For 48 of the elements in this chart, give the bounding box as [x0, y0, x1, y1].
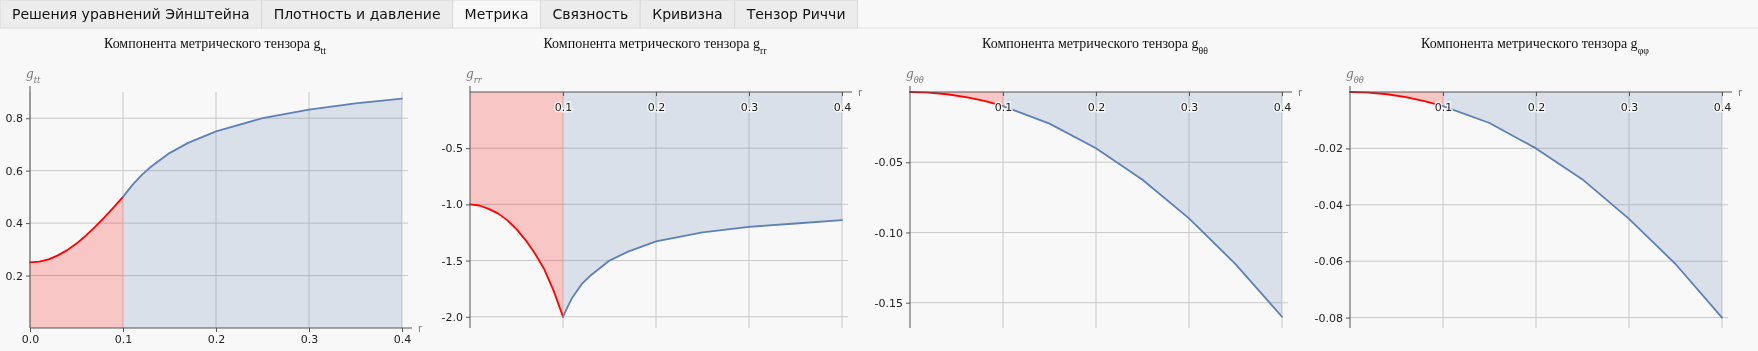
x-tick-label: 0.4	[1713, 101, 1732, 115]
x-axis-title: r	[1298, 87, 1303, 98]
x-tick-label: 0.3	[300, 332, 319, 346]
y-tick-label: -1.0	[441, 198, 463, 212]
y-tick-label: -2.0	[441, 310, 463, 324]
y-tick-label: -0.15	[874, 296, 903, 310]
text: Плотность и давление	[273, 6, 441, 22]
y-tick-label: -1.5	[441, 254, 463, 268]
y-tick-label: 0.2	[5, 269, 23, 283]
x-tick-label: 0.1	[114, 332, 133, 346]
text: Тензор Риччи	[745, 6, 846, 22]
y-tick-label: 0.6	[5, 164, 23, 178]
text: Решения уравнений Эйнштейна	[12, 6, 250, 22]
x-tick-label: 0.1	[554, 101, 573, 115]
x-tick-label: 0.3	[740, 101, 759, 115]
y-tick-label: -0.02	[1314, 142, 1343, 156]
y-axis-title: g$_{θθ}$	[906, 67, 924, 85]
x-tick-label: 0.3	[1180, 101, 1199, 115]
text: Метрика	[464, 6, 529, 22]
chart-title: Компонента метрического тензора g$_{rr}$	[543, 36, 768, 56]
x-tick-label: 0.2	[1087, 101, 1106, 115]
chart-title: Компонента метрического тензора g$_{θθ}$	[982, 36, 1209, 56]
y-axis-title: g$_{tt}$	[26, 67, 42, 85]
chart-title: Компонента метрического тензора g$_{φφ}$	[1421, 36, 1650, 56]
x-tick-label: 0.2	[207, 332, 226, 346]
x-tick-label: 0.0	[21, 332, 40, 346]
y-tick-label: 0.8	[5, 112, 23, 126]
text: Связность	[552, 6, 629, 22]
y-tick-label: -0.08	[1314, 311, 1343, 325]
x-tick-label: 0.2	[647, 101, 666, 115]
x-tick-label: 0.4	[393, 332, 412, 346]
x-tick-label: 0.4	[1273, 101, 1292, 115]
y-tick-label: -0.06	[1314, 255, 1343, 269]
y-axis-title: g$_{rr}$	[466, 67, 483, 85]
y-tick-label: -0.10	[874, 226, 903, 240]
x-tick-label: 0.4	[833, 101, 852, 115]
text: Кривизна	[652, 6, 723, 22]
y-tick-label: -0.04	[1314, 198, 1343, 212]
x-tick-label: 0.2	[1527, 101, 1546, 115]
x-axis-title: r	[1738, 87, 1743, 98]
chart-title: Компонента метрического тензора g$_{tt}$	[103, 36, 327, 56]
y-axis-title: g$_{θθ}$	[1346, 67, 1364, 85]
y-tick-label: 0.4	[5, 217, 23, 231]
x-tick-label: 0.3	[1620, 101, 1639, 115]
x-axis-title: r	[858, 87, 863, 98]
y-tick-label: -0.05	[874, 156, 903, 170]
y-tick-label: -0.5	[441, 142, 463, 156]
x-axis-title: r	[418, 323, 423, 334]
